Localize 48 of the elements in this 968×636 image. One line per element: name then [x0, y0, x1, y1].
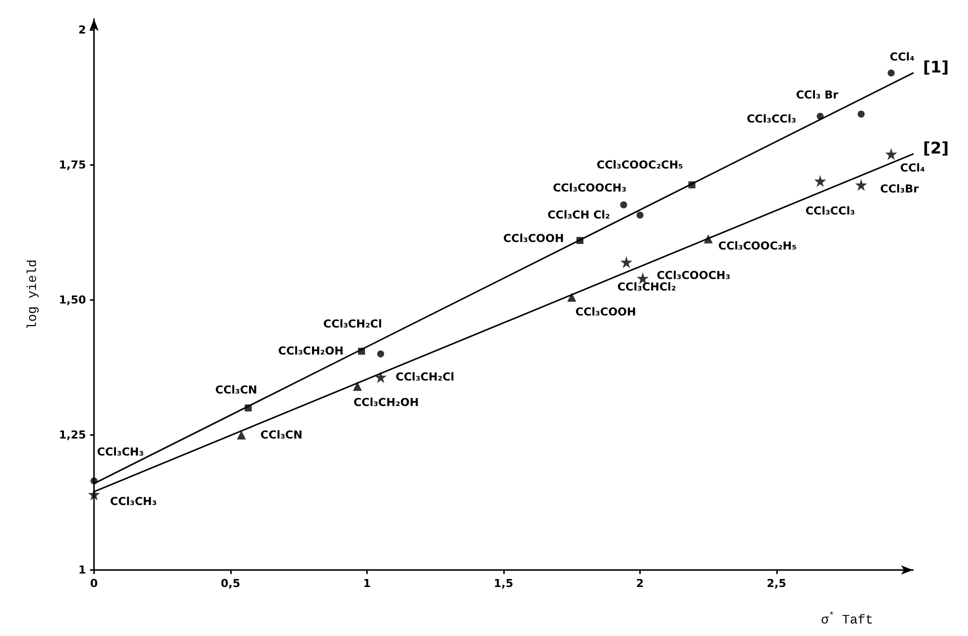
- point: [620, 201, 628, 208]
- y-tick-label: 2: [78, 23, 86, 36]
- y-axis-title: log yield: [25, 259, 40, 330]
- point: [567, 292, 576, 302]
- annotation: CCl₃COOCH₃: [552, 181, 627, 194]
- annotation: CCl₃COOCH₃: [656, 268, 731, 282]
- annotation: CCl₃CH₃: [110, 494, 158, 508]
- series-label: [1]: [923, 58, 949, 77]
- annotation: CCl₃COOC₂CH₅: [596, 158, 684, 172]
- annotation: CCl₃CH₂OH: [278, 344, 344, 358]
- y-tick-label: 1,75: [58, 158, 86, 172]
- annotation: CCl₃COOH: [575, 306, 636, 319]
- annotation: CCl₃CCl₃: [805, 204, 856, 218]
- point: [885, 148, 898, 160]
- annotation: CCl₃CHCl₂: [617, 280, 676, 294]
- annotation: CCl₃CCl₃: [746, 112, 796, 126]
- annotation: CCl₃CH₂OH: [353, 396, 419, 409]
- annotation: CCl₃CN: [260, 428, 302, 442]
- x-axis-title: σ$^{*}$ Taft: [821, 610, 874, 628]
- point: [377, 350, 384, 358]
- annotation: CCl₃CH Cl₂: [547, 208, 610, 222]
- y-tick-label: 1: [78, 564, 86, 576]
- series-label: [2]: [923, 138, 949, 158]
- x-tick-label: 2: [636, 577, 644, 590]
- point: [352, 382, 362, 391]
- x-tick-label: 1,5: [494, 577, 514, 590]
- point: [858, 110, 865, 118]
- annotation: CCl₃COOH: [503, 232, 564, 245]
- x-tick-label: 1: [363, 577, 371, 590]
- x-tick-label: 2,5: [766, 577, 786, 590]
- x-tick-label: 0,5: [220, 577, 240, 590]
- annotation: CCl₃Br: [880, 182, 920, 196]
- annotation: CCl₃CN: [215, 383, 258, 396]
- point: [814, 175, 826, 188]
- y-tick-label: 1,25: [58, 428, 86, 442]
- point: [855, 178, 868, 191]
- annotation: CCl₃CH₂Cl: [323, 317, 382, 330]
- annotation: CCl₄: [900, 162, 926, 175]
- annotation: CCl₃CH₂Cl: [396, 370, 454, 384]
- point: [620, 256, 632, 268]
- annotation: CCl₃ Br: [796, 88, 839, 102]
- point: [888, 70, 895, 77]
- annotation: CCl₄: [890, 50, 915, 64]
- x-tick-label: 0: [90, 577, 98, 590]
- annotation: CCl₃CH₃: [97, 445, 144, 458]
- point: [636, 212, 644, 219]
- annotation: CCl₃COOC₂H₅: [718, 239, 797, 252]
- y-tick-label: 1,50: [58, 293, 86, 306]
